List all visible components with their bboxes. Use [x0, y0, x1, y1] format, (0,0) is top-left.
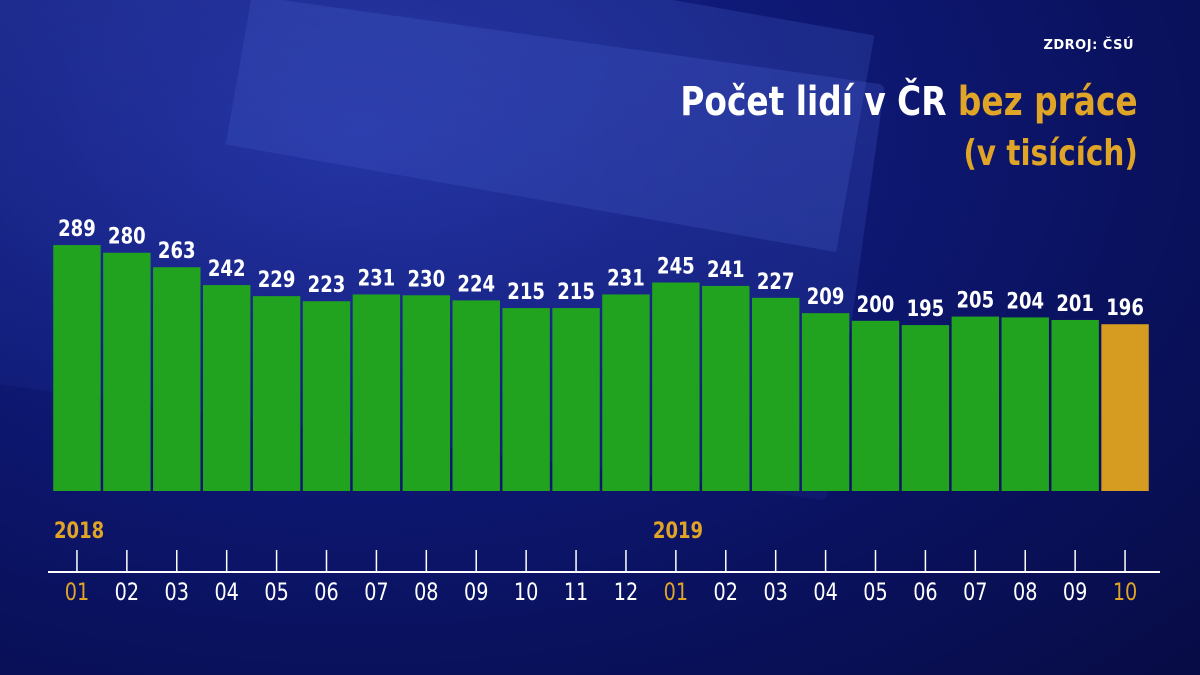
chart-subtitle: (v tisících)	[963, 133, 1138, 174]
x-tick-label-6: 07	[364, 579, 388, 607]
bars-group	[53, 245, 1149, 491]
value-label-19: 204	[1006, 288, 1044, 314]
bar-15	[801, 313, 850, 491]
value-label-12: 245	[657, 253, 695, 279]
value-label-8: 224	[457, 271, 495, 297]
value-label-15: 209	[807, 283, 845, 309]
value-label-16: 200	[857, 291, 895, 317]
chart-title-part1: Počet lidí v ČR	[680, 79, 959, 125]
year-label-2019: 2019	[653, 517, 703, 543]
value-label-21: 196	[1106, 294, 1144, 320]
x-tick-label-13: 02	[714, 579, 738, 607]
x-tick-label-4: 05	[264, 579, 288, 607]
bar-0	[53, 245, 101, 491]
source-label: ZDROJ: ČSÚ	[1043, 38, 1134, 53]
x-tick-label-12: 01	[664, 579, 688, 607]
x-tick-label-1: 02	[115, 579, 139, 607]
x-tick-label-20: 09	[1063, 579, 1087, 607]
bar-10	[552, 308, 600, 491]
value-label-4: 229	[258, 266, 296, 292]
value-label-10: 215	[557, 278, 595, 304]
x-tick-label-3: 04	[214, 579, 238, 607]
x-tick-label-19: 08	[1013, 579, 1037, 607]
x-tick-label-8: 09	[464, 579, 488, 607]
chart-title: Počet lidí v ČR bez práce	[681, 78, 1138, 126]
value-label-2: 263	[158, 237, 196, 263]
bar-21	[1101, 324, 1149, 491]
x-tick-label-14: 03	[763, 579, 787, 607]
bar-19	[1001, 317, 1049, 491]
year-labels-group: 2018 2019	[54, 517, 703, 543]
x-axis-ticks-group	[76, 550, 1126, 572]
value-label-18: 205	[956, 287, 994, 313]
bar-17	[901, 325, 950, 491]
x-tick-label-2: 03	[165, 579, 189, 607]
bar-13	[702, 285, 750, 491]
x-axis-tick-labels-group: 01 02 03 04 05 06 07 08 09 10 11 12 01 02 03 04 05 06 07 08…	[65, 579, 1138, 607]
value-label-13: 241	[707, 256, 745, 282]
value-label-7: 230	[407, 266, 445, 292]
x-tick-label-16: 05	[863, 579, 887, 607]
bar-20	[1051, 319, 1099, 491]
value-label-0: 289	[58, 215, 96, 241]
chart-title-part2: bez práce	[958, 79, 1138, 125]
bar-14	[751, 297, 800, 491]
bar-8	[452, 300, 500, 491]
bar-11	[602, 294, 650, 491]
bar-6	[352, 294, 401, 491]
value-label-20: 201	[1056, 290, 1094, 316]
bar-3	[202, 285, 251, 491]
x-tick-label-17: 06	[913, 579, 937, 607]
x-tick-label-11: 12	[614, 579, 638, 607]
value-label-5: 223	[308, 271, 346, 297]
bar-12	[652, 282, 700, 491]
x-tick-label-7: 08	[414, 579, 438, 607]
x-tick-label-15: 04	[813, 579, 837, 607]
x-tick-label-10: 11	[564, 579, 588, 607]
bar-1	[103, 252, 151, 491]
bar-4	[252, 296, 301, 491]
x-tick-label-0: 01	[65, 579, 89, 607]
value-label-11: 231	[607, 265, 645, 291]
value-label-1: 280	[108, 223, 146, 249]
value-label-14: 227	[757, 268, 795, 294]
value-label-6: 231	[358, 265, 396, 291]
bar-9	[502, 308, 550, 491]
value-label-17: 195	[907, 295, 945, 321]
value-label-3: 242	[208, 255, 246, 281]
value-labels-group: 289 280 263 242 229 223 231 230 224 215 215 231 245 2…	[58, 215, 1144, 321]
x-tick-label-9: 10	[514, 579, 538, 607]
value-label-9: 215	[507, 278, 545, 304]
bar-5	[302, 301, 351, 491]
year-label-2018: 2018	[54, 517, 104, 543]
bar-2	[153, 267, 201, 491]
x-tick-label-5: 06	[314, 579, 338, 607]
x-tick-label-21: 10	[1113, 579, 1137, 607]
bar-16	[851, 320, 900, 491]
bar-7	[402, 295, 451, 491]
x-tick-label-18: 07	[963, 579, 987, 607]
bar-18	[951, 316, 1000, 491]
